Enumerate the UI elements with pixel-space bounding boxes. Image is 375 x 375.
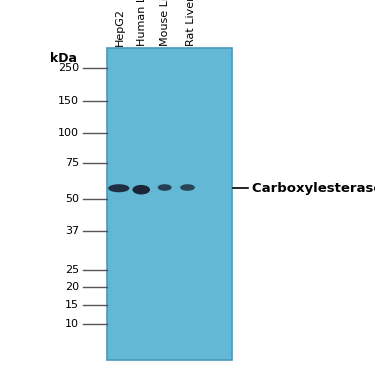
Ellipse shape	[158, 184, 172, 191]
Text: Rat Liver: Rat Liver	[186, 0, 196, 46]
Text: 15: 15	[65, 300, 79, 310]
Text: 50: 50	[65, 194, 79, 204]
Text: 10: 10	[65, 319, 79, 329]
Text: 25: 25	[65, 265, 79, 275]
Text: Human Liver: Human Liver	[136, 0, 147, 46]
Text: 150: 150	[58, 96, 79, 106]
Ellipse shape	[132, 185, 150, 195]
Text: Mouse Liver: Mouse Liver	[160, 0, 171, 46]
Text: 250: 250	[58, 63, 79, 73]
Ellipse shape	[108, 184, 129, 192]
Ellipse shape	[180, 184, 195, 191]
Text: 20: 20	[65, 282, 79, 292]
Text: kDa: kDa	[50, 51, 77, 64]
Text: Carboxylesterase 1: Carboxylesterase 1	[252, 182, 375, 195]
Text: 37: 37	[65, 226, 79, 236]
Text: HepG2: HepG2	[114, 8, 125, 46]
Bar	[106, 48, 232, 360]
Text: 75: 75	[65, 158, 79, 168]
Text: 100: 100	[58, 128, 79, 138]
